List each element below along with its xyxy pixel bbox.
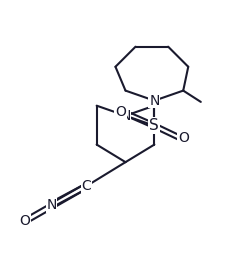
Text: S: S xyxy=(149,118,158,133)
Text: N: N xyxy=(46,198,56,212)
Text: N: N xyxy=(120,109,130,123)
Text: O: O xyxy=(114,105,126,119)
Text: N: N xyxy=(148,94,159,108)
Text: C: C xyxy=(82,179,91,193)
Text: O: O xyxy=(20,214,30,228)
Text: O: O xyxy=(177,131,188,145)
